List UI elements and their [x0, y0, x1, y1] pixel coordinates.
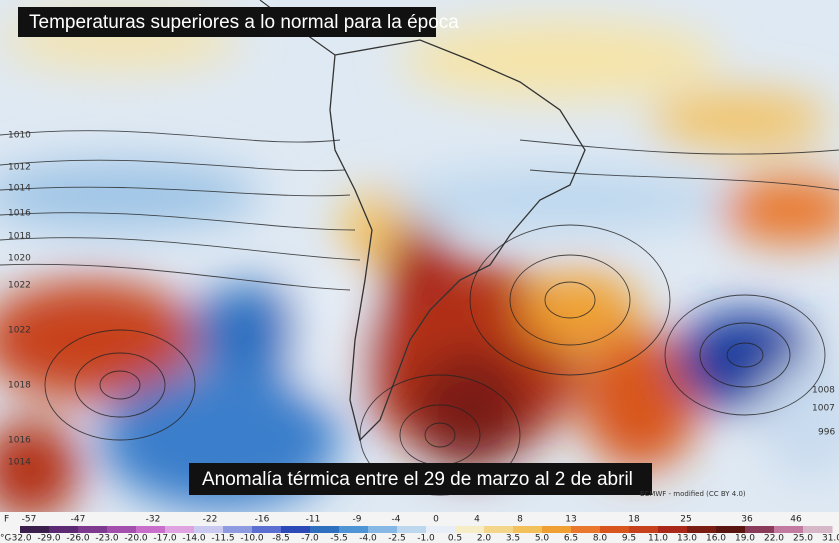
f-label: 25 — [680, 515, 691, 525]
isobar-label: 996 — [818, 428, 835, 438]
f-label: -32 — [146, 515, 161, 525]
legend-swatch — [629, 526, 659, 533]
legend-swatch — [455, 526, 485, 533]
c-label: 3.5 — [506, 534, 520, 543]
f-label: 8 — [517, 515, 523, 525]
legend-swatch — [252, 526, 282, 533]
isobar-label: 1022 — [8, 281, 31, 291]
c-label: 0.5 — [448, 534, 462, 543]
c-label: 31.0 — [822, 534, 839, 543]
legend-swatch — [223, 526, 253, 533]
c-label: -2.5 — [388, 534, 406, 543]
isobar-label: 1018 — [8, 232, 31, 242]
legend-swatch — [484, 526, 514, 533]
legend-swatch — [774, 526, 804, 533]
isobar-label: 1022 — [8, 326, 31, 336]
c-label: 19.0 — [735, 534, 755, 543]
isobar-label: 1010 — [8, 131, 31, 141]
f-label: -22 — [203, 515, 218, 525]
c-label: -20.0 — [124, 534, 148, 543]
legend-swatch — [78, 526, 108, 533]
isobar-label: 1016 — [8, 209, 31, 219]
f-unit: F — [4, 515, 9, 525]
legend-swatch — [165, 526, 195, 533]
c-label: 8.0 — [593, 534, 608, 543]
legend-swatch — [49, 526, 79, 533]
c-label: -8.5 — [272, 534, 290, 543]
c-label: 11.0 — [648, 534, 668, 543]
c-label: -17.0 — [153, 534, 177, 543]
legend-swatch — [600, 526, 630, 533]
isobar-label: 1014 — [8, 458, 31, 468]
legend-swatch — [426, 526, 456, 533]
c-label: -23.0 — [95, 534, 119, 543]
f-label: 36 — [741, 515, 753, 525]
c-label: 6.5 — [564, 534, 578, 543]
c-label: 13.0 — [677, 534, 697, 543]
f-label: -47 — [71, 515, 86, 525]
legend-swatch — [513, 526, 543, 533]
anomaly-field — [0, 0, 839, 512]
legend-swatch — [687, 526, 717, 533]
f-label: 46 — [790, 515, 802, 525]
legend-swatch — [803, 526, 833, 533]
c-label: -14.0 — [182, 534, 206, 543]
c-label: 2.0 — [477, 534, 492, 543]
legend-swatch — [658, 526, 688, 533]
c-label: -4.0 — [359, 534, 377, 543]
legend-swatch — [310, 526, 340, 533]
legend-swatch — [194, 526, 224, 533]
legend-swatch — [745, 526, 775, 533]
c-label: 5.0 — [535, 534, 550, 543]
legend-swatch — [716, 526, 746, 533]
legend-swatch — [107, 526, 137, 533]
c-label: -7.0 — [301, 534, 319, 543]
f-label: -11 — [306, 515, 321, 525]
legend-swatch — [20, 526, 50, 533]
c-label: -26.0 — [66, 534, 90, 543]
c-unit: °C — [0, 534, 11, 543]
c-label: 16.0 — [706, 534, 726, 543]
f-label: 4 — [474, 515, 480, 525]
f-label: -57 — [22, 515, 37, 525]
legend-swatch — [281, 526, 311, 533]
title: Temperaturas superiores a lo normal para… — [29, 12, 459, 33]
isobar-label: 1016 — [8, 436, 31, 446]
f-label: 0 — [433, 515, 439, 525]
c-label: 22.0 — [764, 534, 784, 543]
caption: Anomalía térmica entre el 29 de marzo al… — [202, 469, 633, 490]
c-label: -32.0 — [8, 534, 32, 543]
f-label: 13 — [565, 515, 576, 525]
f-label: -9 — [353, 515, 362, 525]
f-label: -4 — [392, 515, 401, 525]
isobar-label: 1012 — [8, 163, 31, 173]
isobar-label: 1007 — [812, 404, 835, 414]
legend-swatch — [571, 526, 601, 533]
legend-swatch — [542, 526, 572, 533]
c-label: -10.0 — [240, 534, 264, 543]
credit: ECMWF - modified (CC BY 4.0) — [640, 490, 746, 498]
isobar-label: 1020 — [8, 254, 31, 264]
title-box — [18, 7, 436, 37]
legend-swatch — [368, 526, 398, 533]
isobars — [0, 130, 839, 496]
caption-box — [189, 463, 652, 495]
isobar-label: 1014 — [8, 184, 31, 194]
c-label: -11.5 — [211, 534, 234, 543]
continent-outline — [329, 39, 586, 442]
isobar-label: 1018 — [8, 381, 31, 391]
legend-swatch — [339, 526, 369, 533]
c-label: 9.5 — [622, 534, 636, 543]
legend-swatch — [397, 526, 427, 533]
f-label: -16 — [255, 515, 270, 525]
c-label: -5.5 — [330, 534, 348, 543]
c-label: 25.0 — [793, 534, 813, 543]
c-label: -1.0 — [417, 534, 435, 543]
c-label: -29.0 — [37, 534, 61, 543]
isobar-label: 1008 — [812, 386, 835, 396]
legend-swatch — [136, 526, 166, 533]
f-label: 18 — [628, 515, 640, 525]
